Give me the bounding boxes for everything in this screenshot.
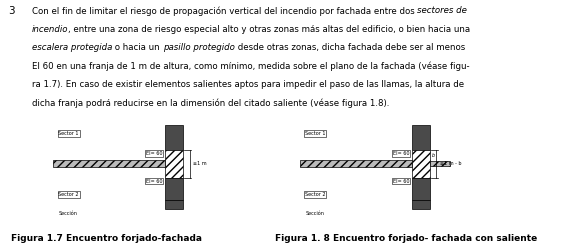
Bar — [165, 200, 183, 210]
Text: EI= 60: EI= 60 — [393, 179, 410, 184]
Bar — [412, 178, 430, 200]
Bar — [412, 200, 430, 210]
Text: 3: 3 — [8, 6, 15, 16]
Text: pasillo protegido: pasillo protegido — [163, 43, 234, 52]
Text: incendio: incendio — [32, 25, 68, 33]
Text: desde otras zonas, dicha fachada debe ser al menos: desde otras zonas, dicha fachada debe se… — [234, 43, 465, 52]
Bar — [412, 150, 430, 178]
Text: Sección: Sección — [305, 212, 324, 216]
Bar — [165, 125, 183, 150]
Bar — [300, 160, 412, 167]
Text: EI= 60: EI= 60 — [146, 151, 163, 156]
Text: $b$: $b$ — [431, 151, 436, 159]
Text: ra 1.7). En caso de existir elementos salientes aptos para impedir el paso de la: ra 1.7). En caso de existir elementos sa… — [32, 80, 464, 89]
Text: , entre una zona de riesgo especial alto y otras zonas más altas del edificio, o: , entre una zona de riesgo especial alto… — [68, 25, 471, 33]
Bar — [165, 178, 183, 200]
Text: Sector 1: Sector 1 — [58, 131, 79, 136]
Bar — [53, 160, 165, 167]
Text: escalera protegida: escalera protegida — [32, 43, 112, 52]
Text: Con el fin de limitar el riesgo de propagación vertical del incendio por fachada: Con el fin de limitar el riesgo de propa… — [32, 6, 417, 16]
Text: EI= 60: EI= 60 — [393, 151, 410, 156]
Text: sectores de: sectores de — [417, 6, 467, 15]
Text: Sección: Sección — [58, 212, 77, 216]
Text: ≥1 m - b: ≥1 m - b — [440, 161, 461, 166]
Text: EI= 60: EI= 60 — [146, 179, 163, 184]
Text: Sector 1: Sector 1 — [305, 131, 326, 136]
Bar — [412, 125, 430, 150]
Text: Figura 1.7 Encuentro forjado-fachada: Figura 1.7 Encuentro forjado-fachada — [11, 234, 202, 243]
Text: Sector 2: Sector 2 — [305, 192, 326, 197]
Text: Sector 2: Sector 2 — [58, 192, 79, 197]
Bar — [165, 150, 183, 178]
Text: dicha franja podrá reducirse en la dimensión del citado saliente (véase figura 1: dicha franja podrá reducirse en la dimen… — [32, 99, 389, 108]
Text: o hacia un: o hacia un — [112, 43, 163, 52]
Bar — [430, 161, 450, 166]
Text: ≥1 m: ≥1 m — [193, 161, 206, 166]
Text: Figura 1. 8 Encuentro forjado- fachada con saliente: Figura 1. 8 Encuentro forjado- fachada c… — [275, 234, 537, 243]
Text: El 60 en una franja de 1 m de altura, como mínimo, medida sobre el plano de la f: El 60 en una franja de 1 m de altura, co… — [32, 61, 470, 71]
